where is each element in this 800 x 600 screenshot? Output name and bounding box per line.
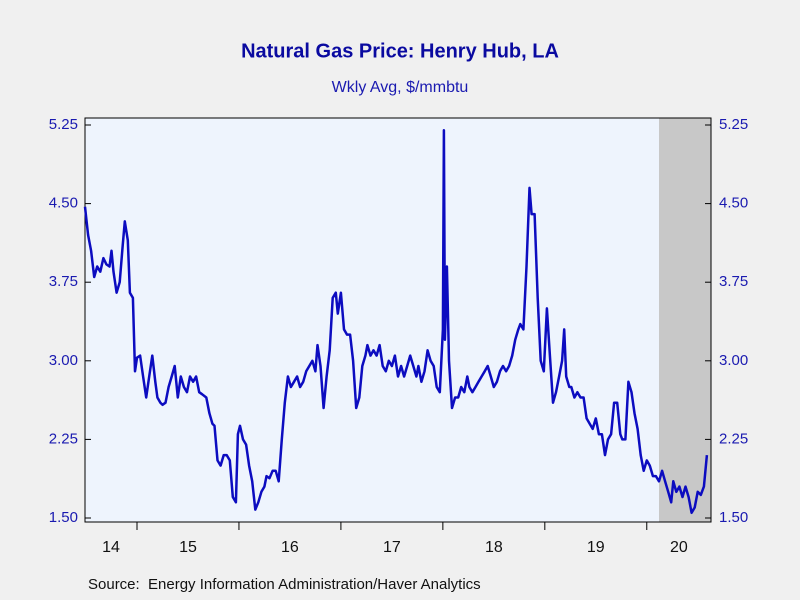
x-tick-label: 18 (485, 539, 503, 556)
recession-shade (659, 118, 711, 522)
y-tick-label: 5.25 (49, 116, 78, 133)
plot-frame (84, 117, 712, 523)
x-tick-label: 16 (281, 539, 299, 556)
source-note: Source: Energy Information Administratio… (88, 576, 481, 593)
y-tick-label: 1.50 (49, 509, 78, 526)
y2-tick-label: 5.25 (719, 116, 748, 133)
y2-tick-label: 3.75 (719, 273, 748, 290)
price-line (83, 128, 709, 515)
y-tick-label: 3.00 (49, 352, 78, 369)
plot-area (85, 118, 711, 522)
y-tick-label: 3.75 (49, 273, 78, 290)
chart-title: Natural Gas Price: Henry Hub, LA (241, 40, 559, 62)
x-tick-label: 17 (383, 539, 401, 556)
y2-tick-label: 4.50 (719, 195, 748, 212)
x-tick-label: 14 (102, 539, 120, 556)
y-tick-label: 4.50 (49, 195, 78, 212)
x-tick-label: 15 (179, 539, 197, 556)
x-tick-label: 19 (587, 539, 605, 556)
y2-tick-label: 1.50 (719, 509, 748, 526)
y2-tick-label: 3.00 (719, 352, 748, 369)
y-tick-label: 2.25 (49, 430, 78, 447)
chart-subtitle: Wkly Avg, $/mmbtu (332, 79, 469, 96)
y2-tick-label: 2.25 (719, 430, 748, 447)
x-tick-label: 20 (670, 539, 688, 556)
